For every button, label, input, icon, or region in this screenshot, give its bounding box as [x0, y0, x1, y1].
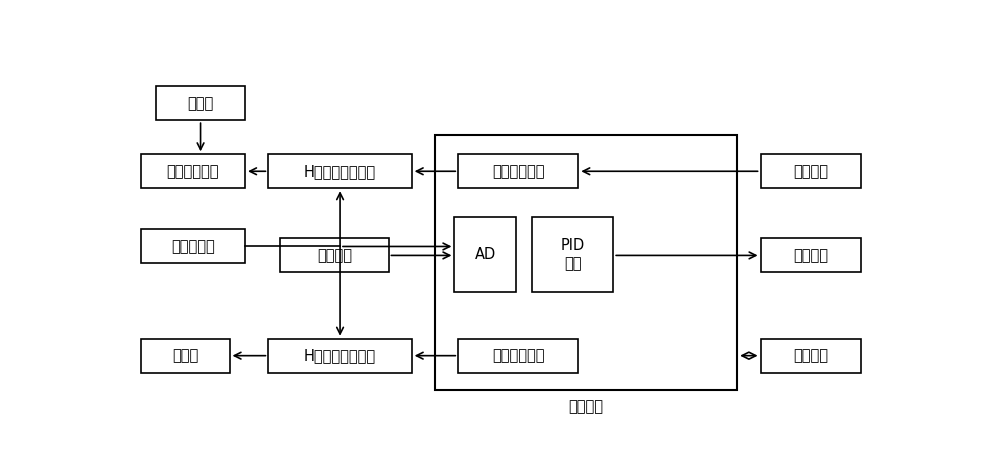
Bar — [435, 135, 737, 390]
Text: 串口通信: 串口通信 — [793, 348, 828, 363]
Text: 温度设定: 温度设定 — [793, 164, 828, 179]
Bar — [280, 239, 388, 272]
Bar — [761, 339, 861, 372]
Bar — [156, 86, 245, 120]
Text: 脉宽调制输出: 脉宽调制输出 — [492, 348, 545, 363]
Text: H桥功率放大驱动: H桥功率放大驱动 — [304, 348, 376, 363]
Text: 散热器: 散热器 — [187, 96, 214, 111]
Text: 半导体制冷片: 半导体制冷片 — [167, 164, 219, 179]
Text: 微处理器: 微处理器 — [569, 399, 604, 414]
Text: 温度传感器: 温度传感器 — [171, 239, 215, 254]
Text: AD: AD — [475, 247, 496, 262]
Text: PID
控制: PID 控制 — [560, 239, 585, 271]
Bar — [761, 154, 861, 188]
Bar — [458, 339, 578, 372]
Text: 电源管理: 电源管理 — [317, 248, 352, 263]
Bar — [761, 239, 861, 272]
Bar — [458, 154, 578, 188]
Bar — [140, 339, 230, 372]
Bar — [140, 229, 245, 264]
Text: H桥功率放大驱动: H桥功率放大驱动 — [304, 164, 376, 179]
Bar — [140, 154, 245, 188]
Text: 脉宽调制输出: 脉宽调制输出 — [492, 164, 545, 179]
Bar — [454, 217, 516, 292]
Bar — [532, 217, 613, 292]
Bar — [268, 339, 412, 372]
Bar — [268, 154, 412, 188]
Text: 液晶显示: 液晶显示 — [793, 248, 828, 263]
Text: 加热管: 加热管 — [172, 348, 198, 363]
